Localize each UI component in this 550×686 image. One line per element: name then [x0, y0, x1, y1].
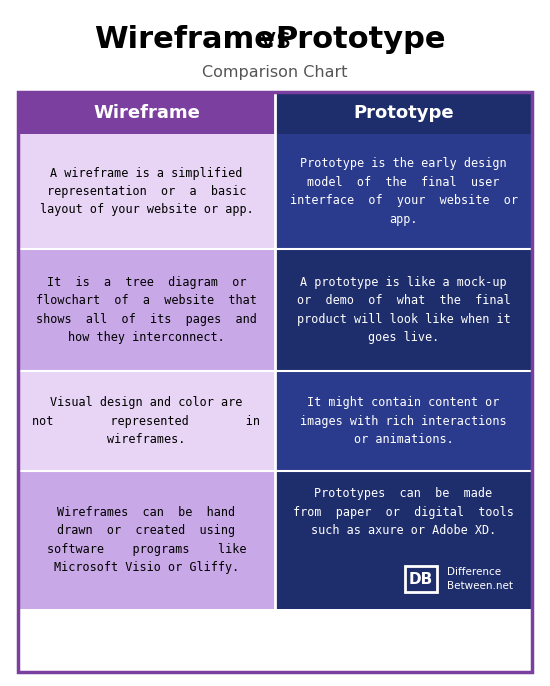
- Bar: [18, 471, 275, 609]
- Bar: [275, 134, 532, 249]
- Text: Wireframe: Wireframe: [94, 25, 275, 54]
- Text: Prototype: Prototype: [275, 25, 446, 54]
- Text: It might contain content or
images with rich interactions
or animations.: It might contain content or images with …: [300, 396, 507, 446]
- Bar: [275, 92, 532, 134]
- Bar: [18, 371, 275, 471]
- Text: Prototype is the early design
model  of  the  final  user
interface  of  your  w: Prototype is the early design model of t…: [289, 157, 518, 226]
- Bar: [18, 134, 275, 249]
- Text: It  is  a  tree  diagram  or
flowchart  of  a  website  that
shows  all  of  its: It is a tree diagram or flowchart of a w…: [36, 276, 257, 344]
- Text: Wireframe: Wireframe: [93, 104, 200, 122]
- Bar: [18, 92, 532, 672]
- Text: Prototypes  can  be  made
from  paper  or  digital  tools
such as axure or Adobe: Prototypes can be made from paper or dig…: [293, 487, 514, 537]
- Text: Difference
Between.net: Difference Between.net: [447, 567, 513, 591]
- Text: A prototype is like a mock-up
or  demo  of  what  the  final
product will look l: A prototype is like a mock-up or demo of…: [296, 276, 510, 344]
- Bar: [275, 249, 532, 371]
- Text: Comparison Chart: Comparison Chart: [202, 64, 348, 80]
- Bar: [18, 249, 275, 371]
- Bar: [18, 92, 275, 134]
- FancyBboxPatch shape: [405, 566, 437, 592]
- Text: DB: DB: [409, 571, 433, 587]
- Bar: [275, 471, 532, 609]
- Text: Prototype: Prototype: [353, 104, 454, 122]
- Text: A wireframe is a simplified
representation  or  a  basic
layout of your website : A wireframe is a simplified representati…: [40, 167, 254, 217]
- Bar: [275, 371, 532, 471]
- Text: Visual design and color are
not        represented        in
wireframes.: Visual design and color are not represen…: [32, 396, 261, 446]
- Text: vs: vs: [251, 26, 299, 54]
- Text: Wireframes  can  be  hand
drawn  or  created  using
software    programs    like: Wireframes can be hand drawn or created …: [47, 506, 246, 574]
